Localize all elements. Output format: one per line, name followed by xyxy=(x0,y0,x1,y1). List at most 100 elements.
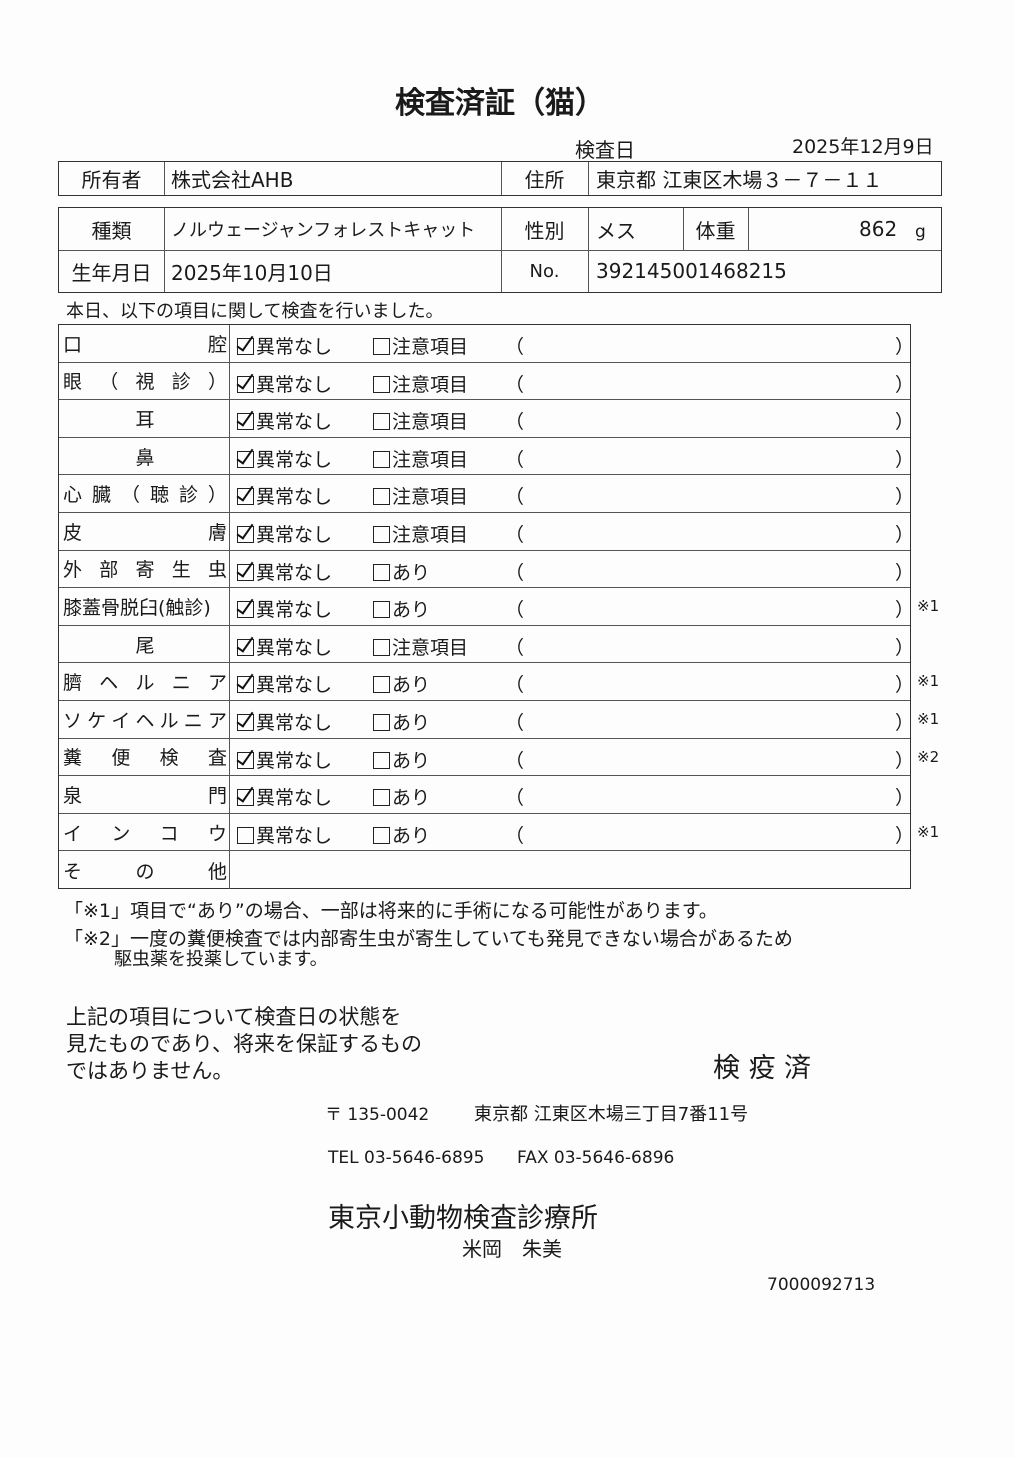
item-label-char: 生 xyxy=(171,559,191,582)
paren-close: ） xyxy=(895,336,915,358)
item-label-char: ケ xyxy=(87,709,107,732)
option-label: あり xyxy=(392,749,431,772)
item-label: その他 xyxy=(63,851,227,889)
divider xyxy=(229,813,230,851)
paren-open: （ xyxy=(505,561,525,584)
paren-close: ） xyxy=(895,373,915,396)
checkbox-normal[interactable] xyxy=(237,338,254,355)
item-label: 糞便検査 xyxy=(63,739,227,776)
checkbox-alt[interactable] xyxy=(373,450,390,468)
option-normal: 異常なし xyxy=(237,370,332,397)
checkbox-normal[interactable] xyxy=(237,676,254,694)
checkbox-normal[interactable] xyxy=(237,638,254,656)
divider xyxy=(229,738,230,776)
option-label: あり xyxy=(392,674,431,697)
checkbox-normal[interactable] xyxy=(237,563,254,581)
item-label-char: ソ xyxy=(63,709,83,732)
option-label: 異常なし xyxy=(256,824,333,847)
exam-date-label: 検査日 xyxy=(575,138,635,162)
footnote-marker: ※1 xyxy=(917,597,940,616)
option-alt: あり xyxy=(373,783,430,810)
option-label: あり xyxy=(392,787,431,810)
item-label: 膝蓋骨脱臼(触診) xyxy=(63,588,227,625)
item-label-char: 泉 xyxy=(63,784,83,807)
option-label: 異常なし xyxy=(256,674,333,697)
checkbox-alt[interactable] xyxy=(373,714,390,731)
checkbox-alt[interactable] xyxy=(373,526,390,543)
item-label-char: 虫 xyxy=(207,559,227,582)
checkbox-alt[interactable] xyxy=(373,338,390,355)
stamp-text: 検 疫 済 xyxy=(713,1053,812,1084)
breed-label: 種類 xyxy=(91,218,132,243)
checkbox-alt[interactable] xyxy=(373,676,390,694)
paren-open: （ xyxy=(505,524,525,546)
dob-value: 2025年10月10日 xyxy=(171,260,333,285)
checkbox-normal[interactable] xyxy=(237,751,254,769)
checkbox-alt[interactable] xyxy=(373,789,390,807)
footnote-marker: ※1 xyxy=(917,672,940,691)
table-row: 尾 異常なし 注意項目 （ ） xyxy=(59,625,914,664)
paren-close: ） xyxy=(895,448,915,471)
item-label-char: ル xyxy=(159,709,179,732)
item-label-char: 臓 xyxy=(91,484,111,507)
table-row: 眼 （ 視診 ） 異常なし 注意項目 （ ） xyxy=(59,362,914,401)
item-label-char: コ xyxy=(159,822,179,845)
item-label: 泉門 xyxy=(63,776,227,813)
divider xyxy=(229,400,230,437)
weight-value: 862 xyxy=(859,217,898,241)
weight-unit: g xyxy=(915,222,926,242)
option-label: 異常なし xyxy=(256,712,333,734)
table-row: 外部寄生虫 異常なし あり （ ） xyxy=(59,550,914,589)
checkbox-alt[interactable] xyxy=(373,413,390,431)
option-alt: あり xyxy=(373,670,430,697)
owner-table: 所有者 株式会社AHB 住所 東京都 江東区木場３－７－１１ xyxy=(58,161,942,196)
checkbox-normal[interactable] xyxy=(237,826,254,844)
checkbox-alt[interactable] xyxy=(373,375,390,393)
paren-close: ） xyxy=(895,674,915,697)
intro-text: 本日、以下の項目に関して検査を行いました。 xyxy=(66,301,444,322)
paren-open: （ xyxy=(505,674,525,697)
paren-open: （ xyxy=(505,824,525,847)
checkbox-alt[interactable] xyxy=(373,751,390,769)
checkbox-normal[interactable] xyxy=(237,375,254,393)
item-label-char: ヘ xyxy=(99,672,119,695)
paren-close: ） xyxy=(895,712,915,734)
checkbox-normal[interactable] xyxy=(237,526,254,543)
option-label: あり xyxy=(392,561,431,584)
footnote-marker: ※2 xyxy=(917,747,940,766)
checkbox-alt[interactable] xyxy=(373,638,390,656)
checkbox-normal[interactable] xyxy=(237,450,254,468)
option-label: 異常なし xyxy=(256,448,333,471)
checkbox-alt[interactable] xyxy=(373,826,390,844)
checkbox-normal[interactable] xyxy=(237,789,254,807)
checkbox-normal[interactable] xyxy=(237,488,254,506)
item-label: 外部寄生虫 xyxy=(63,551,227,588)
table-row: 糞 便 検 査 異常なし あり （ ） ※2 xyxy=(59,738,939,777)
paren-close: ） xyxy=(895,824,915,847)
item-label-char: ） xyxy=(207,371,227,394)
checkbox-alt[interactable] xyxy=(373,563,390,581)
disclaimer-line: 見たものであり、将来を保証するもの xyxy=(66,1032,422,1056)
table-row: 心臓 （ 聴診 ） 異常なし 注意項目 （ ） xyxy=(59,475,914,513)
checkbox-normal[interactable] xyxy=(237,714,254,731)
item-label-char: 臍 xyxy=(63,672,83,695)
option-alt: 注意項目 xyxy=(373,407,468,434)
checkbox-normal[interactable] xyxy=(237,601,254,619)
item-label: 口腔 xyxy=(63,325,227,362)
option-alt: あり xyxy=(373,558,430,585)
checkbox-normal[interactable] xyxy=(237,413,254,431)
checkbox-alt[interactable] xyxy=(373,488,390,506)
table-row: 膝蓋骨脱臼(触診) 異常なし あり （ ） ※1 xyxy=(59,588,939,626)
option-label: あり xyxy=(392,824,431,847)
disclaimer-line: 上記の項目について検査日の状態を xyxy=(66,1005,402,1029)
item-label-char: ア xyxy=(207,709,227,732)
item-label-char: ヘ xyxy=(135,709,155,732)
item-label-char: ニ xyxy=(183,709,203,732)
checkbox-alt[interactable] xyxy=(373,601,390,619)
paren-close: ） xyxy=(895,486,915,509)
divider xyxy=(229,475,230,512)
owner-value: 株式会社AHB xyxy=(171,168,294,192)
dob-label: 生年月日 xyxy=(71,260,152,285)
item-label: 皮膚 xyxy=(63,513,227,550)
